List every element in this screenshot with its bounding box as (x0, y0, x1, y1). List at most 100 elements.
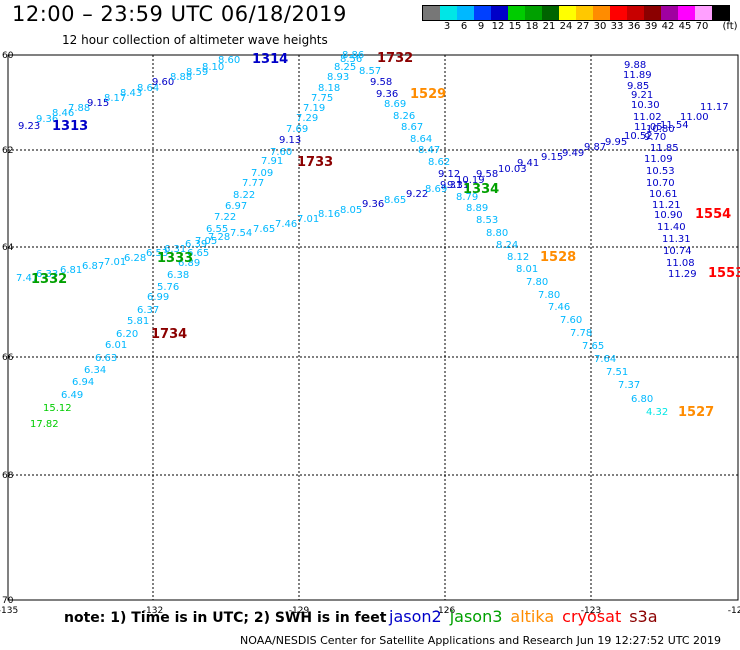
wave-height-label: 8.46 (52, 108, 74, 119)
wave-height-label: 11.05 (634, 122, 663, 133)
wave-height-label: 7.01 (297, 214, 319, 225)
wave-height-label: 7.29 (296, 113, 318, 124)
legend-value-label: 12 (491, 21, 505, 32)
legend-swatch (593, 6, 610, 20)
wave-height-label: 8.10 (202, 62, 224, 73)
wave-height-label: 6.87 (82, 261, 104, 272)
latitude-tick-label: 64 (2, 243, 14, 253)
wave-height-label: 11.09 (644, 154, 673, 165)
wave-height-label: 10.90 (654, 210, 683, 221)
wave-height-label: 6.33 (36, 269, 58, 280)
legend-value-label: 21 (542, 21, 556, 32)
satellite-track: 8.579.589.368.698.268.678.648.478.629.12… (359, 66, 714, 420)
wave-height-label: 6.49 (61, 390, 83, 401)
wave-height-label: 8.12 (507, 252, 529, 263)
axis-tick-labels: -135 -132 -129 -126 -123 -120 60 62 64 66 68 70 (0, 51, 740, 616)
pass-time-label: 1732 (377, 51, 413, 66)
wave-height-label: 9.13 (279, 135, 301, 146)
satellite-legend-altika: altika (510, 607, 555, 626)
wave-height-label: 11.54 (660, 120, 689, 131)
wave-height-label: 7.91 (261, 156, 283, 167)
longitude-tick-label: -132 (143, 606, 163, 616)
legend-swatch (576, 6, 593, 20)
satellite-track: 17.8215.126.496.946.346.636.016.205.816.… (30, 50, 413, 430)
wave-height-label: 10.52 (624, 131, 653, 142)
wave-height-label: 8.26 (393, 111, 415, 122)
legend-value-label: 39 (644, 21, 658, 32)
wave-height-label: 11.08 (666, 258, 695, 269)
wave-height-label: 6.28 (124, 253, 146, 264)
pass-time-label: 1529 (410, 87, 446, 102)
wave-height-label: 8.62 (428, 157, 450, 168)
wave-height-label: 7.75 (311, 93, 333, 104)
longitude-tick-label: -135 (0, 606, 18, 616)
legend-value-label: 18 (525, 21, 539, 32)
legend-value-label: 30 (593, 21, 607, 32)
wave-height-label: 11.02 (633, 112, 662, 123)
legend-swatch (644, 6, 661, 20)
wave-height-label: 9.41 (517, 158, 539, 169)
legend-value-label: 3 (443, 21, 451, 32)
wave-height-label: 9.15 (541, 152, 563, 163)
wave-height-label: 9.58 (476, 169, 498, 180)
satellite-legend-jason3: jason3 (449, 607, 503, 626)
wave-height-label: 7.69 (286, 124, 308, 135)
wave-height-label: 5.76 (157, 282, 179, 293)
wave-height-label: 8.64 (137, 83, 159, 94)
wave-height-label: 8.60 (218, 55, 240, 66)
wave-height-label: 10.19 (456, 175, 485, 186)
wave-height-label: 7.60 (270, 147, 292, 158)
satellite-track: 7.476.33 6.81 6.87 7.016.28 6.536.316.397.28… (16, 102, 729, 287)
wave-height-label: 6.97 (225, 201, 247, 212)
wave-height-label: 6.20 (116, 329, 138, 340)
wave-height-label: 8.17 (104, 93, 126, 104)
wave-height-label: 11.17 (700, 102, 729, 113)
legend-value-label: 24 (559, 21, 573, 32)
wave-height-label: 5.81 (127, 316, 149, 327)
pass-time-label: 1527 (678, 405, 714, 420)
wave-height-label: 8.25 (334, 62, 356, 73)
wave-height-label: 11.29 (668, 269, 697, 280)
satellite-legend-cryosat: cryosat (562, 607, 622, 626)
legend-swatch (474, 6, 491, 20)
color-scale-legend (422, 5, 730, 21)
wave-height-label: 8.47 (418, 145, 440, 156)
wave-height-label: 6.38 (167, 270, 189, 281)
satellite-track: 9.239.368.467.889.158.178.438.649.608.88… (18, 52, 288, 134)
wave-height-label: 9.23 (18, 121, 40, 132)
legend-value-label: 9 (477, 21, 485, 32)
wave-height-label: 6.37 (137, 305, 159, 316)
wave-height-label: 7.28 (208, 232, 230, 243)
wave-height-label: 7.88 (68, 103, 90, 114)
wave-height-label: 8.59 (186, 67, 208, 78)
wave-height-label: 8.64 (410, 134, 432, 145)
pass-time-label: 1733 (297, 155, 333, 170)
wave-height-label: 8.86 (342, 50, 364, 61)
wave-height-label: 6.53 (146, 248, 168, 259)
wave-height-label: 8.69 (384, 99, 406, 110)
legend-value-label: 15 (508, 21, 522, 32)
page-subtitle: 12 hour collection of altimeter wave hei… (62, 33, 328, 47)
satellite-legend: jason2 jason3 altika cryosat s3a (389, 607, 666, 626)
wave-height-label: 9.36 (362, 199, 384, 210)
latitude-tick-label: 68 (2, 471, 14, 481)
wave-height-label: 7.51 (606, 367, 628, 378)
wave-height-label: 17.82 (30, 419, 59, 430)
track-labels: 9.239.368.467.889.158.178.438.649.608.88… (16, 50, 740, 430)
wave-height-label: 10.80 (646, 124, 675, 135)
graticule (8, 55, 738, 600)
map-frame (7, 54, 739, 601)
wave-height-label: 7.78 (570, 328, 592, 339)
pass-time-label: 1314 (252, 52, 288, 67)
wave-height-label: 8.79 (456, 192, 478, 203)
wave-height-label: 9.22 (406, 189, 428, 200)
legend-value-label: 70 (695, 21, 709, 32)
wave-height-label: 15.12 (43, 403, 72, 414)
wave-height-label: 11.21 (652, 200, 681, 211)
wave-height-label: 6.99 (147, 292, 169, 303)
wave-height-label: 9.70 (644, 132, 666, 143)
notes-text: note: 1) Time is in UTC; 2) SWH is in fe… (64, 610, 387, 626)
wave-height-label: 8.05 (340, 205, 362, 216)
wave-height-label: 10.61 (649, 189, 678, 200)
